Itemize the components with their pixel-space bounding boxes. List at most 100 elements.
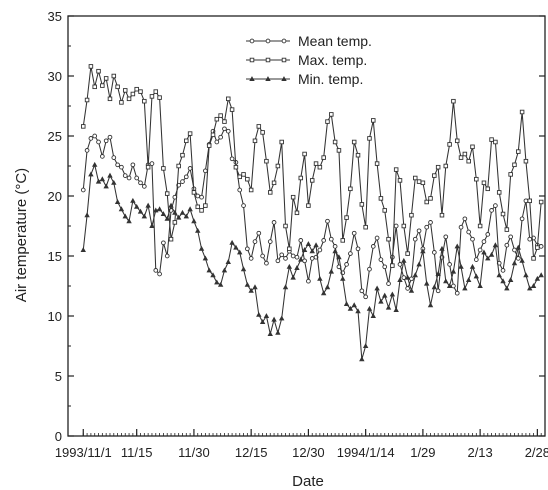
data-point-max-temp bbox=[206, 143, 212, 148]
data-point-mean-temp bbox=[241, 203, 246, 208]
data-point-min-temp bbox=[80, 247, 86, 252]
data-point-mean-temp bbox=[271, 220, 277, 225]
data-point-mean-temp bbox=[298, 238, 304, 243]
data-point-max-temp bbox=[413, 175, 418, 181]
data-point-max-temp bbox=[184, 138, 189, 144]
data-point-min-temp bbox=[408, 287, 415, 293]
data-point-mean-temp bbox=[88, 136, 94, 141]
legend-item-mean-temp: Mean temp. bbox=[246, 33, 372, 49]
data-point-max-temp bbox=[111, 73, 117, 79]
data-point-max-temp bbox=[462, 151, 468, 157]
data-point-min-temp bbox=[500, 278, 506, 284]
data-point-mean-temp bbox=[294, 254, 300, 260]
data-point-mean-temp bbox=[183, 174, 189, 180]
data-point-min-temp bbox=[397, 277, 403, 283]
data-point-max-temp bbox=[241, 172, 246, 177]
data-point-mean-temp bbox=[302, 258, 307, 264]
data-point-max-temp bbox=[172, 220, 178, 225]
data-point-min-temp bbox=[149, 223, 155, 228]
data-point-mean-temp bbox=[122, 173, 128, 178]
data-point-min-temp bbox=[527, 285, 533, 291]
data-point-min-temp bbox=[435, 271, 441, 277]
data-point-min-temp bbox=[488, 251, 495, 257]
x-tick-label: 12/15 bbox=[235, 445, 268, 460]
data-point-min-temp bbox=[309, 248, 315, 254]
data-point-mean-temp bbox=[359, 288, 365, 294]
data-point-mean-temp bbox=[252, 239, 258, 244]
data-point-min-temp bbox=[282, 284, 289, 290]
data-point-min-temp bbox=[214, 279, 220, 285]
data-point-min-temp bbox=[496, 272, 502, 278]
data-point-min-temp bbox=[240, 266, 247, 272]
data-point-mean-temp bbox=[237, 187, 243, 193]
data-point-mean-temp bbox=[317, 247, 323, 253]
data-point-mean-temp bbox=[454, 290, 460, 296]
data-point-max-temp bbox=[435, 164, 441, 170]
data-point-mean-temp bbox=[203, 168, 208, 174]
data-point-min-temp bbox=[153, 207, 159, 213]
data-point-max-temp bbox=[508, 172, 513, 177]
data-point-max-temp bbox=[122, 88, 128, 93]
data-point-max-temp bbox=[519, 109, 525, 115]
data-point-mean-temp bbox=[382, 264, 388, 270]
data-point-min-temp bbox=[389, 291, 396, 297]
data-point-mean-temp bbox=[519, 216, 525, 222]
data-point-min-temp bbox=[92, 161, 98, 167]
data-point-min-temp bbox=[534, 275, 541, 281]
data-point-max-temp bbox=[306, 203, 311, 208]
data-point-mean-temp bbox=[119, 164, 124, 170]
data-point-min-temp bbox=[210, 272, 216, 278]
data-point-max-temp bbox=[363, 224, 368, 230]
data-point-max-temp bbox=[397, 178, 403, 183]
data-point-max-temp bbox=[229, 107, 235, 112]
data-point-min-temp bbox=[450, 268, 457, 274]
data-point-max-temp bbox=[218, 113, 223, 118]
x-tick-label: 12/30 bbox=[292, 445, 325, 460]
data-point-min-temp bbox=[225, 259, 231, 265]
data-point-max-temp bbox=[191, 190, 197, 195]
data-point-mean-temp bbox=[401, 275, 407, 280]
data-point-min-temp bbox=[530, 283, 537, 289]
data-point-min-temp bbox=[145, 202, 151, 208]
data-point-mean-temp bbox=[348, 251, 353, 256]
data-point-mean-temp bbox=[80, 187, 86, 193]
data-point-min-temp bbox=[423, 280, 430, 286]
data-point-min-temp bbox=[343, 301, 350, 307]
y-axis-title: Air temperature (°C) bbox=[13, 168, 30, 302]
data-point-mean-temp bbox=[187, 166, 193, 171]
data-point-min-temp bbox=[114, 199, 121, 204]
data-point-max-temp bbox=[294, 210, 300, 216]
data-point-min-temp bbox=[481, 249, 487, 255]
y-tick-label: 0 bbox=[55, 429, 62, 444]
data-point-max-temp bbox=[321, 155, 326, 160]
data-point-max-temp bbox=[153, 89, 159, 94]
data-point-min-temp bbox=[492, 242, 499, 248]
data-point-mean-temp bbox=[107, 134, 113, 140]
data-point-min-temp bbox=[538, 272, 544, 278]
data-point-max-temp bbox=[489, 137, 494, 142]
data-point-max-temp bbox=[500, 211, 506, 217]
data-point-max-temp bbox=[428, 196, 433, 201]
data-point-mean-temp bbox=[451, 283, 456, 289]
data-point-min-temp bbox=[416, 261, 422, 267]
data-point-max-temp bbox=[496, 190, 502, 195]
data-point-min-temp bbox=[137, 208, 144, 214]
data-point-mean-temp bbox=[378, 257, 384, 262]
data-point-min-temp bbox=[462, 285, 468, 291]
data-point-mean-temp bbox=[363, 294, 368, 300]
data-point-mean-temp bbox=[458, 224, 464, 230]
data-point-max-temp bbox=[393, 167, 399, 172]
data-point-mean-temp bbox=[164, 253, 170, 259]
data-point-min-temp bbox=[298, 256, 304, 262]
data-point-mean-temp bbox=[424, 224, 430, 230]
data-point-mean-temp bbox=[260, 253, 265, 259]
legend-marker bbox=[249, 76, 255, 81]
data-point-min-temp bbox=[130, 197, 136, 203]
data-point-min-temp bbox=[294, 265, 300, 271]
data-point-min-temp bbox=[229, 239, 235, 245]
data-point-max-temp bbox=[260, 130, 265, 135]
data-point-mean-temp bbox=[466, 229, 472, 235]
data-point-mean-temp bbox=[409, 276, 414, 282]
data-point-mean-temp bbox=[138, 180, 143, 186]
